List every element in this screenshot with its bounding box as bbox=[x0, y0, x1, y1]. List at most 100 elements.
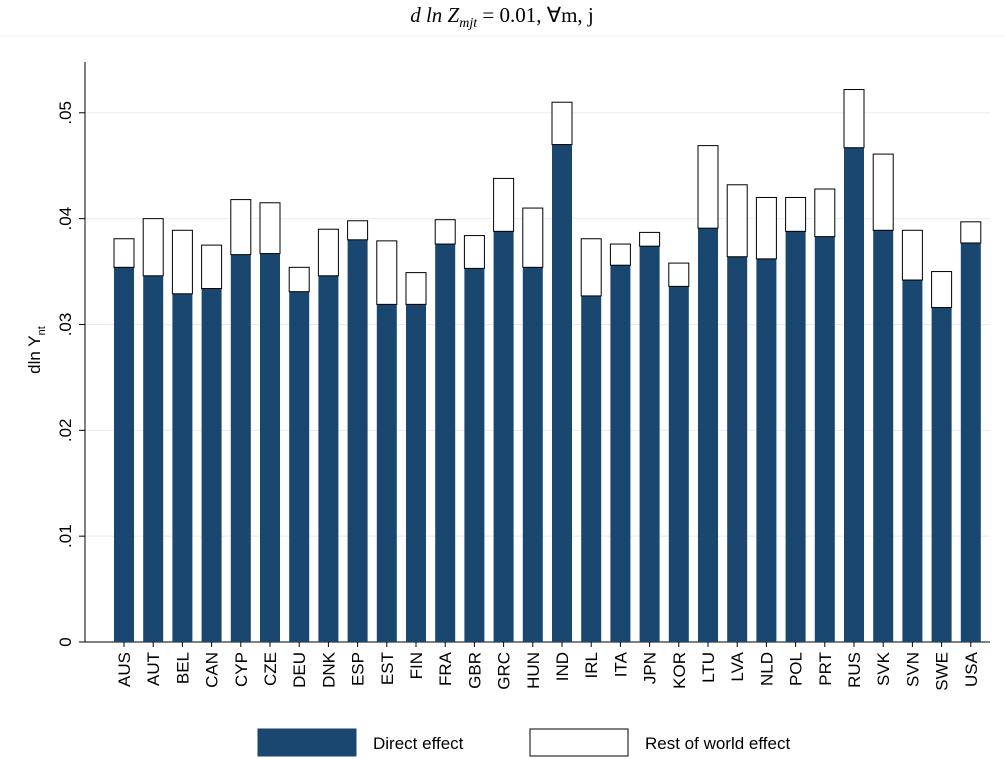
bar-segment bbox=[873, 230, 894, 642]
legend-label: Rest of world effect bbox=[645, 734, 790, 753]
title-rest: = 0.01, ∀m, j bbox=[477, 3, 594, 27]
bar-segment bbox=[259, 202, 281, 255]
bar-segment bbox=[318, 275, 339, 642]
legend-label: Direct effect bbox=[373, 734, 464, 753]
bar-segment bbox=[581, 295, 602, 642]
bar-segment bbox=[493, 231, 514, 642]
bar-segment bbox=[376, 304, 397, 642]
bar-segment bbox=[172, 293, 193, 642]
bar-segment bbox=[114, 267, 134, 642]
y-label-main: dln Y bbox=[25, 335, 44, 373]
title-main: d ln Z bbox=[410, 3, 459, 27]
bar-segment bbox=[260, 253, 280, 642]
x-tick-label: CAN bbox=[203, 652, 222, 688]
y-tick-label: .02 bbox=[56, 419, 75, 443]
x-tick-label: IRL bbox=[582, 652, 601, 678]
x-tick-label: RUS bbox=[845, 652, 864, 688]
legend-swatch bbox=[257, 728, 357, 757]
bar-segment bbox=[814, 188, 836, 238]
bar-segment bbox=[347, 239, 368, 642]
bar-segment bbox=[347, 220, 369, 241]
bar-segment bbox=[376, 240, 398, 305]
x-tick-label: GBR bbox=[465, 652, 484, 689]
bar-segment bbox=[785, 196, 807, 232]
y-tick-label: .03 bbox=[56, 313, 75, 337]
y-axis-label: dln Ynt bbox=[25, 326, 48, 374]
bar-segment bbox=[288, 266, 310, 293]
x-tick-label: JPN bbox=[641, 652, 660, 684]
chart-title: d ln Zmjt = 0.01, ∀m, j bbox=[410, 3, 594, 31]
bar-segment bbox=[931, 307, 952, 642]
bar-segment bbox=[317, 228, 339, 277]
bar-segment bbox=[142, 218, 164, 277]
bar-segment bbox=[406, 304, 426, 642]
bar-segment bbox=[609, 243, 631, 266]
y-tick-label: 0 bbox=[56, 637, 75, 646]
bar-segment bbox=[551, 101, 573, 146]
y-tick-label: .05 bbox=[56, 101, 75, 125]
bar-segment bbox=[639, 246, 660, 642]
x-tick-label: LTU bbox=[699, 652, 718, 683]
bar-segment bbox=[755, 196, 777, 260]
x-tick-label: IND bbox=[553, 652, 572, 681]
x-tick-label: PRT bbox=[816, 652, 835, 686]
bar-segment bbox=[726, 184, 748, 258]
x-tick-label: ESP bbox=[349, 652, 368, 686]
bar-segment bbox=[814, 236, 835, 642]
bar-segment bbox=[522, 267, 543, 642]
x-tick-label: EST bbox=[378, 652, 397, 685]
bar-segment bbox=[698, 228, 718, 642]
bar-segment bbox=[464, 268, 485, 642]
bar-segment bbox=[435, 244, 456, 642]
x-tick-label: DEU bbox=[290, 652, 309, 688]
x-tick-label: DNK bbox=[319, 651, 338, 688]
bar-segment bbox=[610, 265, 631, 642]
x-tick-label: GRC bbox=[495, 652, 514, 690]
bar-segment bbox=[552, 144, 572, 642]
x-tick-label: HUN bbox=[524, 652, 543, 689]
bar-segment bbox=[201, 288, 222, 642]
x-tick-label: USA bbox=[962, 651, 981, 687]
x-tick-label: CZE bbox=[261, 652, 280, 686]
bar-segment bbox=[230, 199, 252, 256]
bar-segment bbox=[960, 221, 982, 244]
x-tick-label: NLD bbox=[757, 652, 776, 686]
x-tick-label: AUT bbox=[144, 652, 163, 686]
x-tick-label: KOR bbox=[670, 652, 689, 689]
legend-swatch bbox=[529, 728, 629, 757]
bar-segment bbox=[580, 238, 602, 297]
bar-segment bbox=[289, 291, 310, 642]
bar-segment bbox=[639, 231, 661, 247]
bar-segment bbox=[434, 219, 456, 245]
bar-segment bbox=[844, 147, 864, 642]
bar-segment bbox=[493, 177, 515, 232]
bar-segment bbox=[143, 275, 164, 642]
bar-segment bbox=[405, 272, 427, 305]
x-tick-label: LVA bbox=[728, 651, 747, 681]
x-tick-label: FRA bbox=[436, 651, 455, 686]
bar-segment bbox=[171, 229, 193, 295]
x-tick-label: BEL bbox=[173, 652, 192, 684]
x-tick-label: FIN bbox=[407, 652, 426, 679]
bar-segment bbox=[931, 271, 953, 309]
bar-segment bbox=[113, 238, 135, 268]
y-tick-label: .04 bbox=[56, 207, 75, 231]
bar-segment bbox=[902, 280, 923, 642]
bar-segment bbox=[230, 254, 251, 642]
x-tick-label: ITA bbox=[611, 651, 630, 677]
x-tick-label: SVN bbox=[903, 652, 922, 687]
bar-segment bbox=[668, 262, 690, 287]
bar-segment bbox=[697, 145, 719, 229]
y-label-sub: nt bbox=[36, 326, 48, 335]
bar-segment bbox=[872, 153, 894, 231]
x-tick-label: AUS bbox=[115, 652, 134, 687]
bar-segment bbox=[960, 242, 981, 642]
bar-segment bbox=[201, 244, 223, 289]
x-tick-label: POL bbox=[787, 652, 806, 686]
x-tick-label: CYP bbox=[232, 652, 251, 687]
y-tick-label: .01 bbox=[56, 524, 75, 548]
bar-segment bbox=[785, 231, 806, 642]
bar-segment bbox=[463, 235, 485, 269]
x-tick-label: SWE bbox=[933, 652, 952, 691]
